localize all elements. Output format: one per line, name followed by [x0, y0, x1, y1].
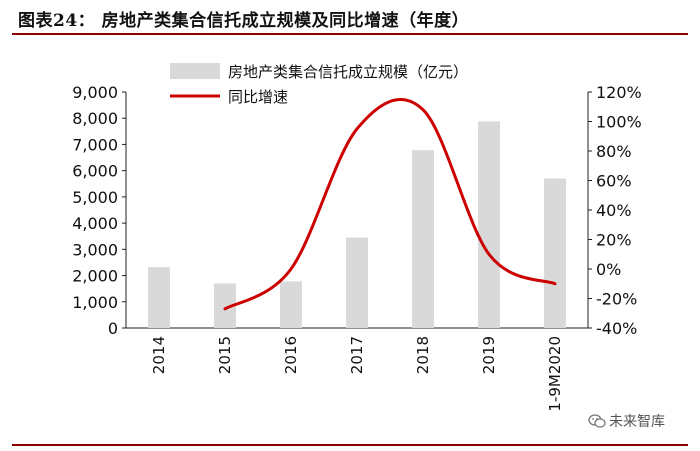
left-axis-tick-label: 3,000 [72, 240, 118, 259]
left-axis-tick-label: 9,000 [72, 83, 118, 102]
title-divider [12, 33, 688, 35]
right-axis-tick-label: -40% [596, 319, 637, 338]
left-axis-tick-label: 2,000 [72, 267, 118, 286]
right-axis-tick-label: -20% [596, 290, 637, 309]
watermark: 未来智库 [588, 411, 665, 431]
right-axis-tick-label: 0% [596, 260, 621, 279]
bar [148, 267, 170, 328]
bar [544, 178, 566, 328]
bar [478, 121, 500, 328]
watermark-text: 未来智库 [609, 414, 665, 430]
x-axis-tick-label: 2016 [282, 336, 300, 374]
x-axis-tick-label: 2017 [348, 336, 366, 374]
wechat-icon [588, 414, 606, 428]
left-axis-tick-label: 6,000 [72, 162, 118, 181]
legend-bar-label: 房地产类集合信托成立规模（亿元） [228, 63, 468, 81]
growth-line [223, 98, 557, 311]
right-axis-tick-label: 20% [596, 231, 632, 250]
legend-bar-swatch [170, 63, 220, 79]
left-axis-tick-label: 5,000 [72, 188, 118, 207]
right-axis-tick-label: 40% [596, 201, 632, 220]
left-axis-tick-label: 0 [108, 319, 118, 338]
right-axis-tick-label: 80% [596, 142, 632, 161]
x-axis-tick-label: 1-9M2020 [546, 336, 564, 412]
right-axis-tick-label: 60% [596, 172, 632, 191]
bottom-divider [12, 444, 688, 446]
bar [280, 281, 302, 328]
x-axis-tick-label: 2019 [480, 336, 498, 374]
left-axis-tick-label: 1,000 [72, 293, 118, 312]
right-axis-tick-label: 120% [596, 83, 642, 102]
right-axis-tick-label: 100% [596, 113, 642, 132]
bar [412, 150, 434, 328]
left-axis-tick-label: 8,000 [72, 109, 118, 128]
bar [346, 237, 368, 328]
chart-title: 图表24： 房地产类集合信托成立规模及同比增速（年度） [18, 11, 470, 31]
x-axis-tick-label: 2014 [150, 336, 168, 374]
left-axis-tick-label: 7,000 [72, 135, 118, 154]
x-axis-tick-label: 2018 [414, 336, 432, 374]
bar [214, 283, 236, 328]
left-axis-tick-label: 4,000 [72, 214, 118, 233]
x-axis-tick-label: 2015 [216, 336, 234, 374]
legend-line-label: 同比增速 [228, 88, 288, 106]
